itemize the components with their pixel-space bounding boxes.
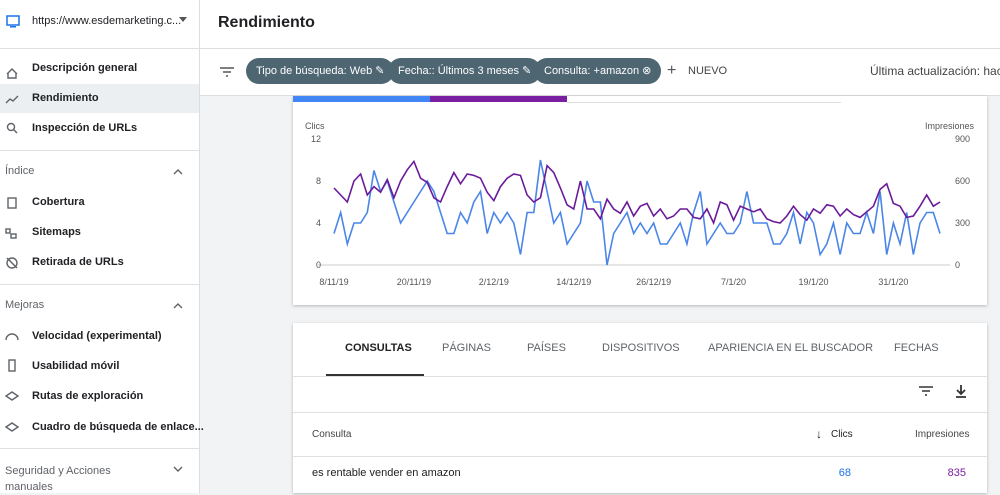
divider (0, 48, 199, 49)
dropdown-arrow[interactable] (179, 17, 187, 26)
y2-tick-label: 0 (955, 260, 960, 270)
x-tick-label: 8/11/19 (319, 277, 348, 287)
y-tick-label: 0 (316, 260, 321, 270)
table-tools[interactable] (917, 383, 977, 399)
property[interactable]: https://www.esdemarketing.c... (32, 15, 182, 27)
table-tab[interactable]: CONSULTAS (345, 342, 412, 354)
property-icon (6, 15, 20, 28)
y2-axis-title: Impresiones (925, 121, 975, 131)
table-card (293, 323, 987, 493)
clicks-tab-strip[interactable] (293, 96, 430, 102)
cell: 835 (947, 467, 966, 479)
nav-item[interactable]: Cuadro de búsqueda de enlace... (32, 421, 204, 433)
last-update: Última actualización: hace (870, 64, 1000, 78)
table-tab[interactable]: PÁGINAS (442, 342, 491, 354)
section-title[interactable]: Mejoras (5, 299, 45, 311)
x-tick-label: 20/11/19 (397, 277, 431, 287)
nav-item[interactable]: Rendimiento (32, 92, 99, 104)
icons (4, 68, 183, 472)
divider (293, 376, 987, 377)
filter-chip[interactable]: Tipo de búsqueda: Web ✎ (246, 58, 395, 84)
impressions-tab-strip[interactable] (430, 96, 567, 102)
series-line (333, 159, 941, 226)
divider (293, 412, 987, 413)
y2-tick-label: 300 (955, 218, 970, 228)
tab-strip[interactable] (567, 96, 841, 103)
x-tick-label: 26/12/19 (636, 277, 671, 287)
nav-item[interactable]: Usabilidad móvil (32, 360, 120, 372)
page-title: Rendimiento (218, 14, 315, 31)
header: Rendimiento (200, 0, 1000, 49)
column-header[interactable]: Impresiones (915, 429, 970, 440)
nav-item[interactable]: Inspección de URLs (32, 122, 138, 134)
section-title[interactable]: Índice (5, 165, 35, 177)
divider (0, 284, 199, 285)
table-tab[interactable]: APARIENCIA EN EL BUSCADOR (708, 342, 874, 354)
cell: 68 (838, 467, 851, 479)
divider (0, 150, 199, 151)
x-tick-label: 7/1/20 (721, 277, 746, 287)
chart-card (293, 96, 987, 305)
chip-label: Tipo de búsqueda: Web (256, 65, 373, 77)
filter-chip[interactable]: Fecha:: Últimos 3 meses ✎ (388, 58, 542, 84)
nav-item[interactable]: Cobertura (32, 196, 85, 208)
divider (293, 456, 987, 457)
y2-tick-label: 600 (955, 176, 970, 186)
y2-tick-label: 900 (955, 134, 970, 144)
table-tab[interactable]: DISPOSITIVOS (602, 342, 680, 354)
column-header: Consulta (312, 429, 352, 440)
add-icon[interactable]: + (667, 62, 677, 79)
filter-chip[interactable]: Consulta: +amazon ⊗ (534, 58, 662, 84)
active-tab-indicator (326, 374, 424, 376)
new-filter[interactable]: NUEVO (688, 65, 728, 77)
nav-item[interactable]: Velocidad (experimental) (32, 330, 162, 342)
filter-icon[interactable] (219, 65, 235, 79)
nav-item[interactable]: Descripción general (32, 62, 138, 74)
x-tick-label: 14/12/19 (556, 277, 591, 287)
y-tick-label: 4 (316, 218, 321, 228)
x-tick-label: 2/12/19 (479, 277, 509, 287)
nav-item[interactable]: Rutas de exploración (32, 390, 144, 402)
divider (0, 448, 199, 449)
chip-label: Consulta: +amazon (544, 65, 640, 77)
sidebar: https://www.esdemarketing.c... Descripci… (0, 0, 204, 493)
sort-icon[interactable]: ↓ (816, 427, 822, 441)
y-tick-label: 8 (316, 176, 321, 186)
nav-item[interactable]: Retirada de URLs (32, 256, 124, 268)
column-header[interactable]: Clics (831, 429, 853, 440)
table-tab[interactable]: FECHAS (894, 342, 939, 354)
section-title[interactable]: Seguridad y Acciones manuales (5, 465, 111, 493)
table-tab[interactable]: PAÍSES (527, 342, 566, 354)
x-tick-label: 31/1/20 (878, 277, 908, 287)
y-tick-label: 12 (311, 134, 321, 144)
active-bg (0, 84, 199, 113)
cell[interactable]: es rentable vender en amazon (312, 467, 461, 479)
y-axis-title: Clics (305, 121, 325, 131)
x-tick-label: 19/1/20 (798, 277, 828, 287)
series-line (333, 159, 941, 266)
chip-label: Fecha:: Últimos 3 meses (398, 65, 520, 77)
nav-item[interactable]: Sitemaps (32, 226, 81, 238)
